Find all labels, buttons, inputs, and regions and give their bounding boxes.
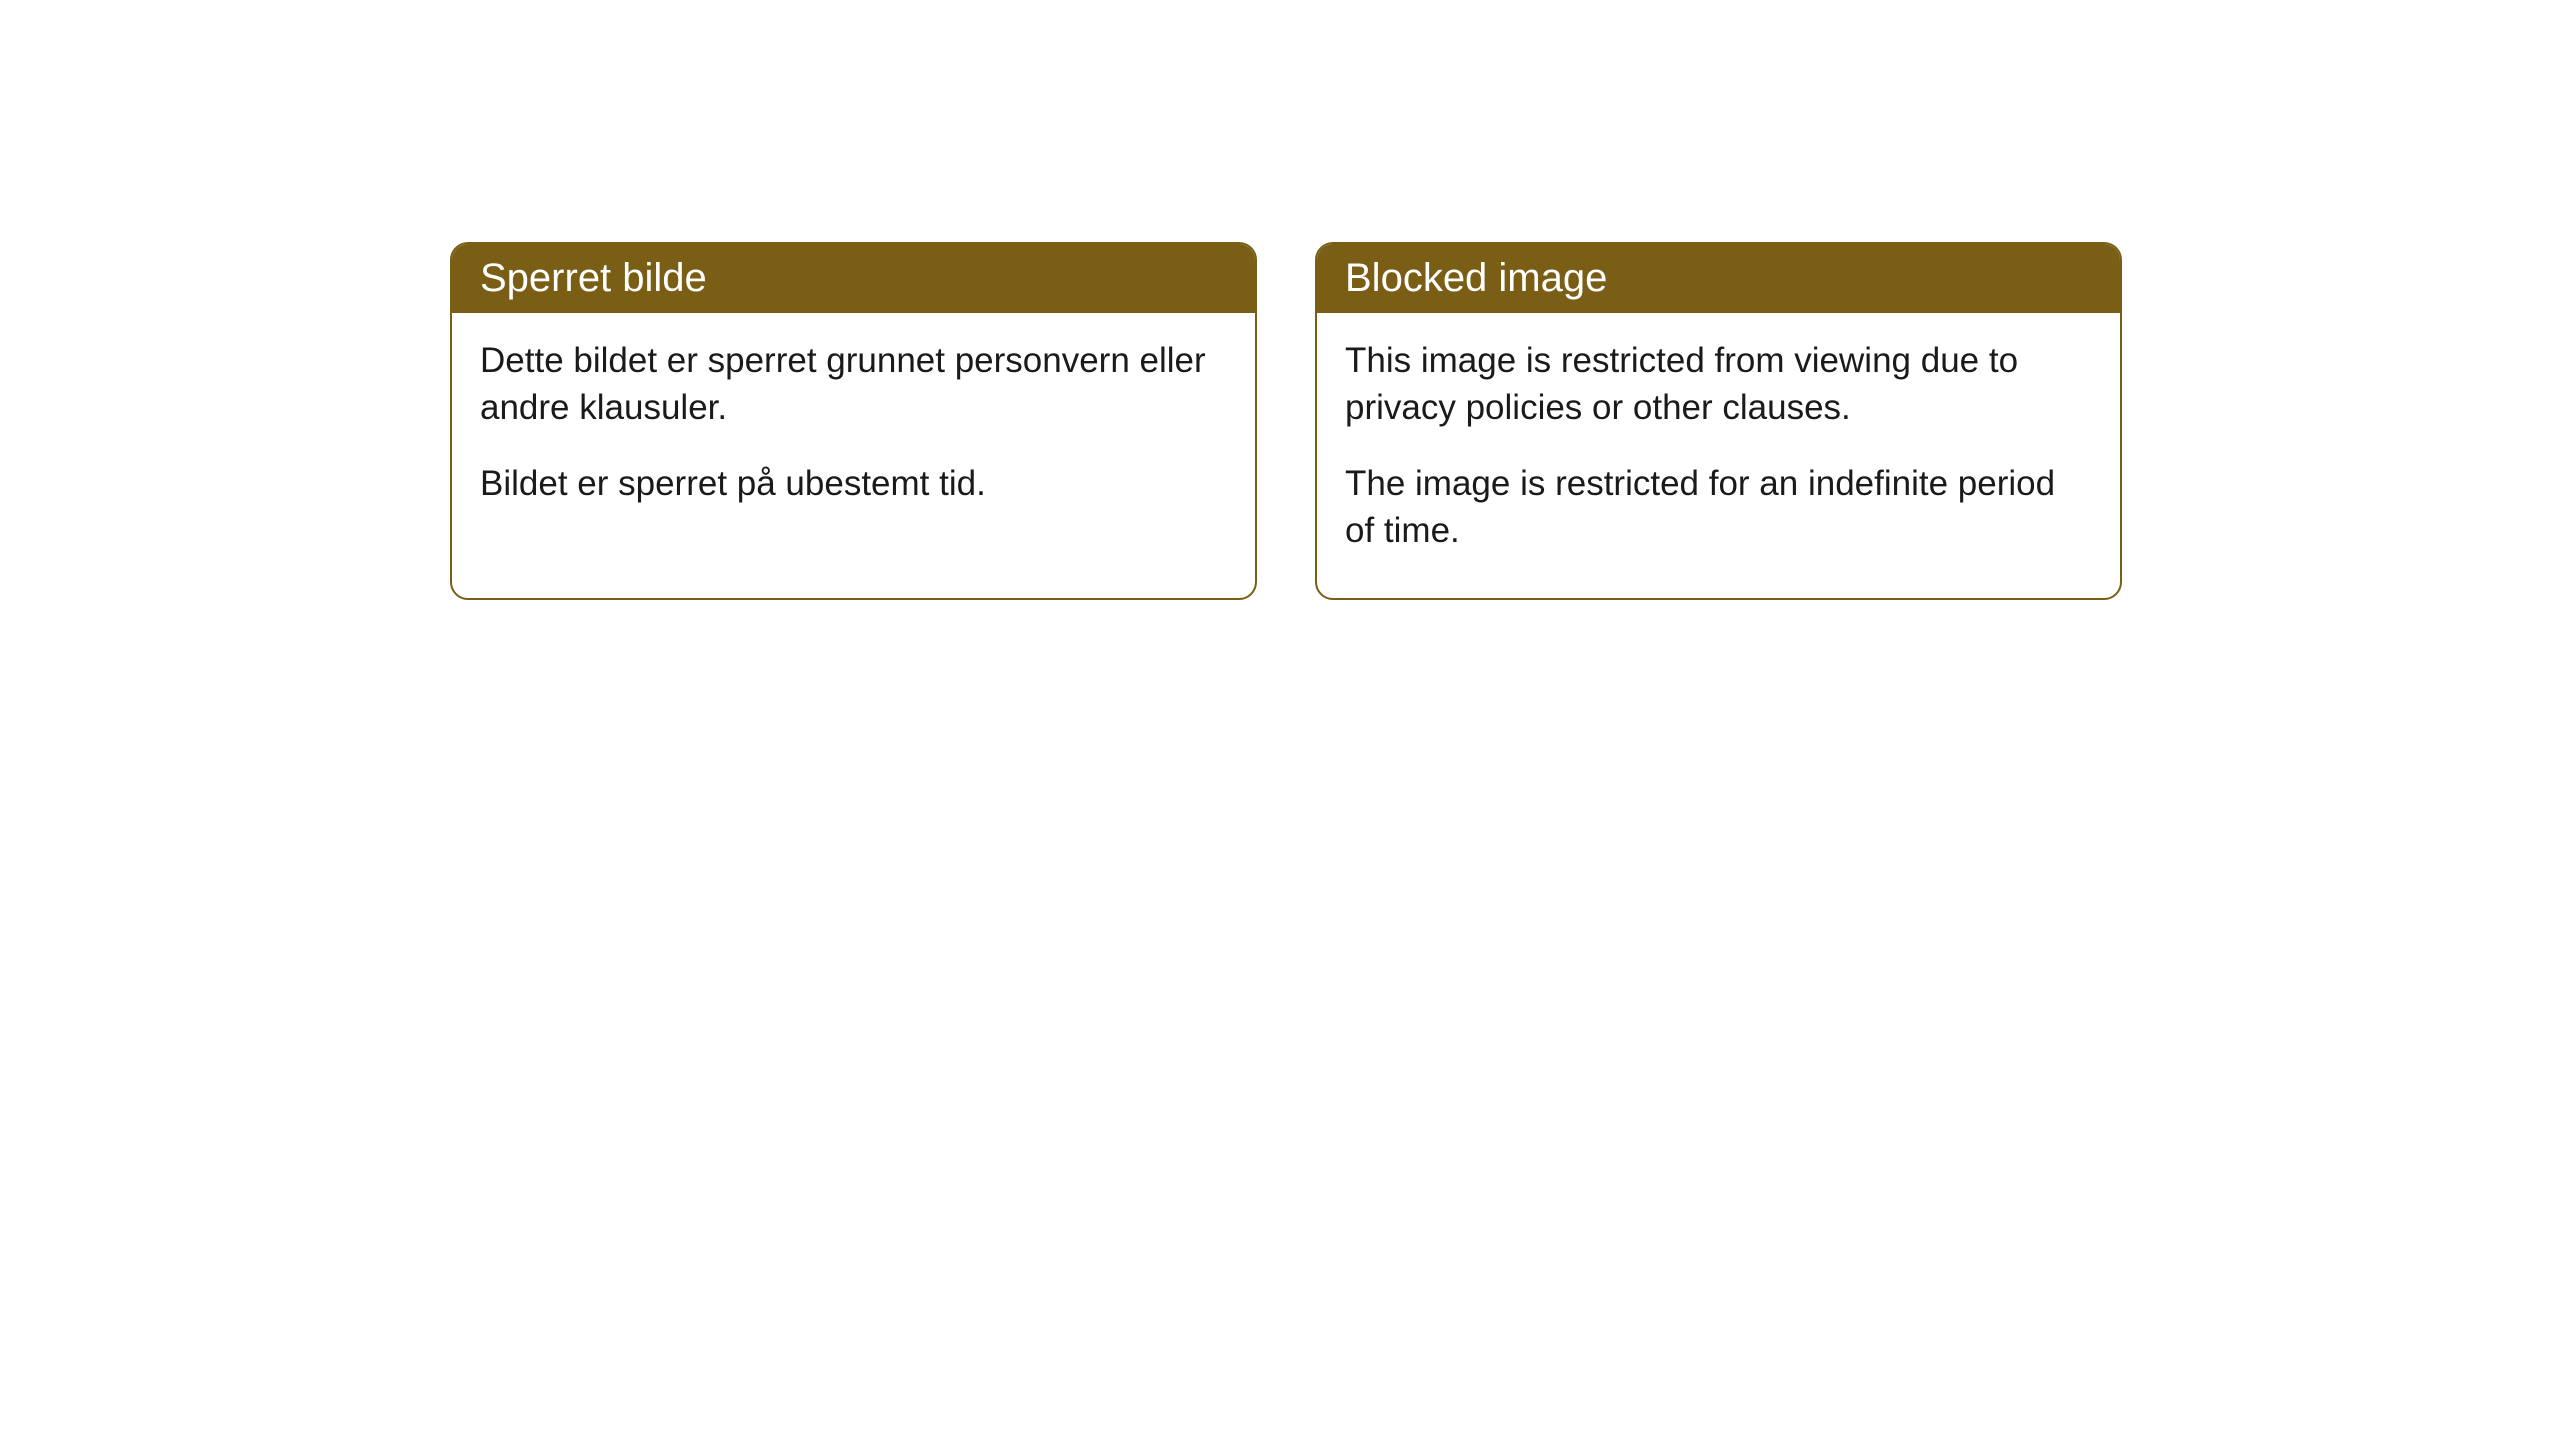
card-text-norwegian-p2: Bildet er sperret på ubestemt tid. [480, 460, 1227, 507]
card-header-english: Blocked image [1317, 244, 2120, 313]
card-body-english: This image is restricted from viewing du… [1317, 313, 2120, 598]
info-cards-container: Sperret bilde Dette bildet er sperret gr… [450, 242, 2560, 600]
card-text-english-p2: The image is restricted for an indefinit… [1345, 460, 2092, 555]
blocked-image-card-english: Blocked image This image is restricted f… [1315, 242, 2122, 600]
card-text-english-p1: This image is restricted from viewing du… [1345, 337, 2092, 432]
card-body-norwegian: Dette bildet er sperret grunnet personve… [452, 313, 1255, 551]
card-title-norwegian: Sperret bilde [480, 256, 707, 300]
card-text-norwegian-p1: Dette bildet er sperret grunnet personve… [480, 337, 1227, 432]
card-title-english: Blocked image [1345, 256, 1607, 300]
blocked-image-card-norwegian: Sperret bilde Dette bildet er sperret gr… [450, 242, 1257, 600]
card-header-norwegian: Sperret bilde [452, 244, 1255, 313]
